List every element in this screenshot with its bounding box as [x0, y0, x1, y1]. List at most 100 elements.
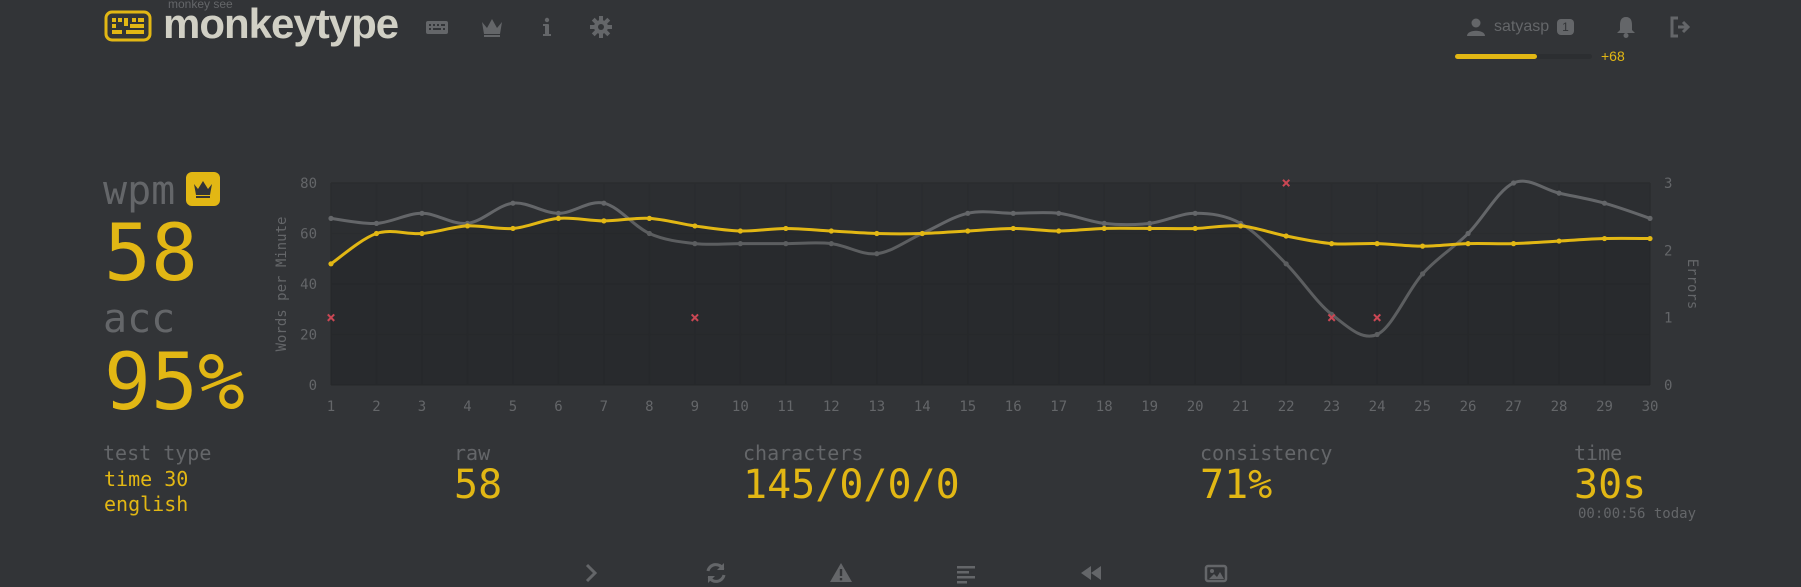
gear-icon[interactable]	[588, 14, 614, 40]
raw-data-point	[1465, 230, 1471, 237]
user-icon	[1467, 18, 1485, 36]
y-tick-label: 0	[309, 378, 317, 394]
monkeytype-logo-icon[interactable]	[104, 10, 152, 42]
x-tick-label: 23	[1323, 399, 1340, 415]
error-marker	[690, 313, 699, 322]
wpm-data-point	[1238, 223, 1244, 229]
x-tick-label: 20	[1187, 399, 1204, 415]
bell-icon[interactable]	[1613, 14, 1639, 40]
raw-data-point	[1647, 215, 1653, 221]
y-axis-title: Words per Minute	[274, 217, 290, 352]
word-history-icon[interactable]	[953, 560, 979, 586]
wpm-data-point	[1601, 235, 1608, 242]
x-tick-label: 7	[600, 399, 608, 415]
wpm-data-point	[1329, 241, 1335, 247]
wpm-data-point	[464, 223, 471, 229]
raw-data-point	[1056, 210, 1062, 216]
x-tick-label: 1	[327, 399, 335, 415]
wpm-data-point	[328, 261, 334, 267]
wpm-data-point	[965, 228, 971, 234]
error-marker	[327, 313, 335, 322]
raw-data-point	[828, 241, 834, 247]
raw-data-point	[1374, 331, 1380, 338]
info-icon[interactable]	[534, 14, 560, 40]
replay-icon[interactable]	[1078, 560, 1104, 586]
y-tick-label: 80	[300, 176, 317, 192]
raw-data-point	[737, 241, 743, 247]
raw-data-point	[555, 210, 562, 216]
xp-progress-fill	[1455, 54, 1538, 59]
raw-data-point	[783, 241, 789, 247]
x-tick-label: 15	[959, 399, 976, 415]
raw-data-point	[965, 210, 971, 216]
x-tick-label: 27	[1505, 399, 1522, 415]
test-type-mode: time 30	[104, 467, 189, 491]
wpm-data-point	[373, 230, 380, 237]
x-tick-label: 17	[1050, 399, 1067, 415]
raw-data-point	[1601, 200, 1608, 206]
wpm-data-point	[1374, 241, 1380, 247]
brand-tagline: monkey see	[168, 0, 233, 11]
x-tick-label: 25	[1414, 399, 1431, 415]
brand-title[interactable]: monkeytype	[163, 0, 399, 47]
crown-icon[interactable]	[479, 14, 505, 40]
screenshot-icon[interactable]	[1203, 560, 1229, 586]
wpm-data-point	[646, 215, 652, 221]
raw-data-point	[328, 215, 334, 221]
raw-data-point	[1147, 220, 1153, 226]
xp-gain: +68	[1601, 48, 1625, 64]
raw-value: 58	[454, 462, 503, 508]
wpm-data-point	[1010, 225, 1016, 232]
raw-data-point	[510, 200, 516, 206]
x-tick-label: 5	[509, 399, 517, 415]
x-tick-label: 11	[777, 399, 794, 415]
raw-data-point	[1510, 180, 1517, 186]
test-type-language: english	[104, 492, 189, 516]
wpm-data-point	[737, 228, 743, 234]
x-tick-label: 14	[914, 399, 931, 415]
x-tick-label: 18	[1096, 399, 1113, 415]
x-tick-label: 19	[1141, 399, 1158, 415]
raw-data-point	[646, 230, 652, 237]
raw-data-point	[1192, 210, 1198, 216]
x-tick-label: 26	[1460, 399, 1477, 415]
personal-best-crown-icon	[186, 172, 220, 206]
y-tick-label: 20	[300, 328, 317, 344]
wpm-series-line	[330, 216, 1651, 266]
keyboard-icon[interactable]	[424, 14, 450, 40]
test-type-label: test type	[103, 441, 212, 465]
wpm-data-point	[510, 225, 516, 232]
error-marker	[1282, 179, 1291, 187]
raw-data-point	[692, 241, 698, 247]
sign-out-icon[interactable]	[1668, 14, 1694, 40]
time-timestamp: 00:00:56 today	[1578, 506, 1697, 522]
restart-icon[interactable]	[703, 560, 729, 586]
raw-data-point	[1010, 210, 1016, 216]
y2-tick-label: 3	[1664, 176, 1672, 192]
wpm-data-point	[419, 230, 425, 237]
wpm-data-point	[1192, 225, 1198, 232]
x-tick-label: 22	[1278, 399, 1295, 415]
x-tick-label: 9	[691, 399, 699, 415]
raw-data-point	[1283, 261, 1289, 267]
x-tick-label: 12	[823, 399, 840, 415]
wpm-data-point	[1419, 243, 1426, 249]
x-tick-label: 4	[463, 399, 471, 415]
x-tick-label: 6	[554, 399, 562, 415]
wpm-data-point	[601, 218, 607, 224]
x-tick-label: 21	[1232, 399, 1249, 415]
next-test-icon[interactable]	[578, 560, 604, 586]
y-tick-label: 40	[300, 277, 317, 293]
report-icon[interactable]	[828, 560, 854, 586]
account-button[interactable]: satyasp 1	[1466, 14, 1574, 40]
consistency-value: 71%	[1200, 462, 1273, 508]
wpm-label: wpm	[103, 168, 176, 214]
wpm-value: 58	[104, 209, 198, 299]
x-tick-label: 29	[1596, 399, 1613, 415]
y2-axis-title: Errors	[1684, 259, 1700, 310]
wpm-data-point	[1510, 241, 1517, 247]
wpm-data-point	[1101, 225, 1107, 232]
x-tick-label: 28	[1551, 399, 1568, 415]
wpm-data-point	[1647, 235, 1653, 242]
